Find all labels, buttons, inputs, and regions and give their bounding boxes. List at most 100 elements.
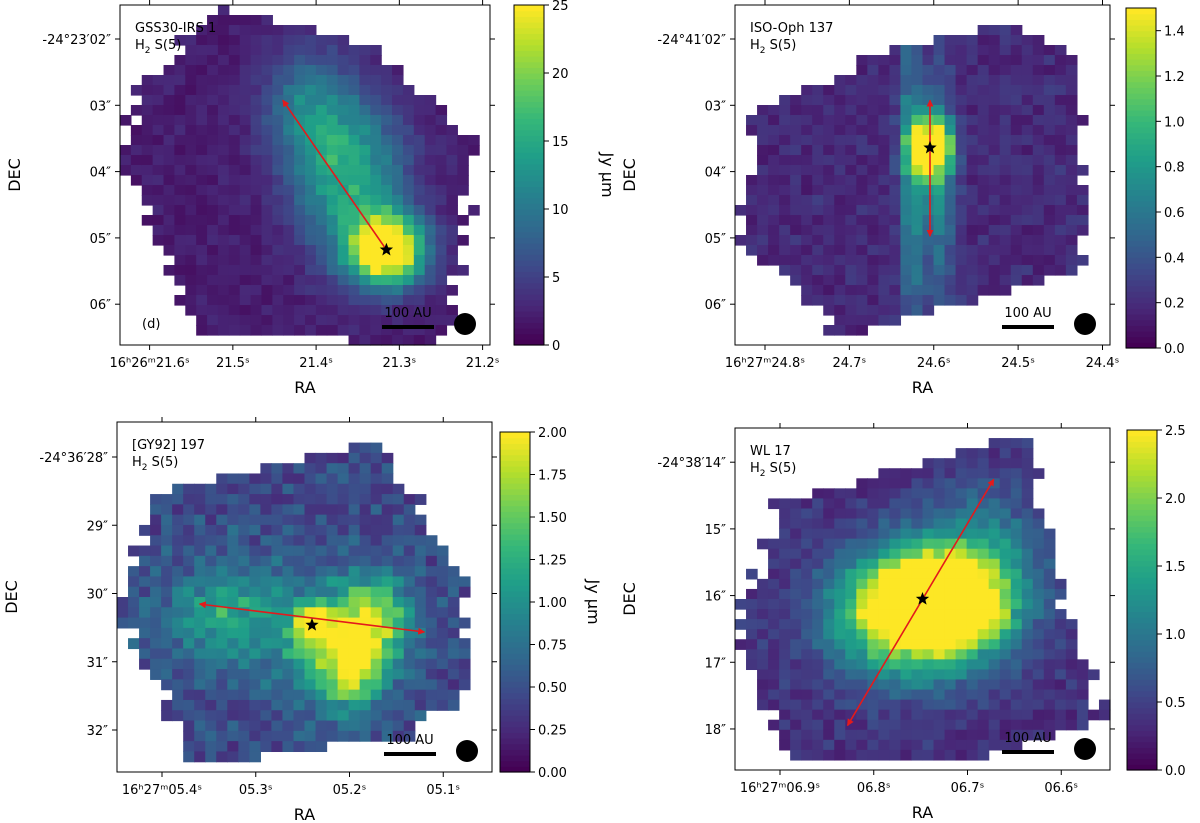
map-pixel [457, 215, 469, 226]
map-pixel [128, 545, 140, 557]
map-pixel [194, 751, 206, 763]
map-pixel [889, 508, 902, 520]
map-pixel [315, 463, 328, 475]
map-pixel [348, 255, 361, 266]
map-pixel [878, 85, 891, 96]
map-pixel [446, 155, 458, 166]
map-pixel [348, 597, 361, 608]
map-pixel [1032, 45, 1045, 56]
map-pixel [381, 720, 394, 732]
map-pixel [337, 155, 350, 166]
map-pixel [746, 215, 758, 226]
colorbar-segment [514, 27, 544, 34]
map-pixel [1043, 578, 1056, 590]
map-pixel [867, 95, 879, 106]
map-pixel [889, 275, 902, 286]
map-pixel [933, 659, 946, 671]
map-pixel [889, 115, 902, 126]
map-pixel [315, 535, 328, 547]
map-pixel [381, 730, 394, 742]
map-pixel [305, 45, 317, 56]
colorbar-segment [1127, 577, 1157, 584]
map-pixel [1021, 95, 1034, 106]
map-pixel [790, 125, 802, 136]
map-pixel [845, 275, 857, 286]
map-pixel [801, 285, 813, 296]
map-pixel [348, 658, 361, 670]
map-pixel [315, 627, 328, 639]
map-pixel [834, 285, 846, 296]
map-pixel [227, 730, 239, 742]
map-pixel [779, 235, 791, 246]
map-pixel [161, 638, 173, 650]
map-pixel [435, 225, 448, 236]
map-pixel [955, 205, 968, 216]
map-pixel [207, 245, 219, 256]
map-pixel [900, 518, 913, 530]
map-pixel [911, 518, 924, 530]
map-pixel [834, 739, 846, 751]
map-pixel [216, 555, 228, 567]
map-pixel [315, 185, 328, 196]
map-pixel [337, 265, 350, 276]
map-pixel [867, 488, 879, 500]
map-pixel [293, 617, 306, 629]
map-pixel [196, 115, 208, 126]
map-pixel [348, 669, 361, 680]
map-pixel [933, 55, 946, 66]
map-pixel [779, 498, 791, 510]
map-pixel [261, 55, 273, 66]
map-pixel [337, 225, 350, 236]
map-pixel [359, 75, 371, 86]
map-pixel [889, 105, 902, 116]
colorbar-segment [1127, 611, 1157, 618]
map-pixel [812, 295, 824, 306]
map-pixel [413, 305, 426, 316]
colorbar-segment [1126, 155, 1156, 162]
map-pixel [283, 155, 295, 166]
map-pixel [889, 709, 902, 721]
map-pixel [1032, 538, 1045, 550]
map-pixel [227, 514, 239, 526]
colorbar-segment [1126, 280, 1156, 287]
map-pixel [326, 265, 339, 276]
map-pixel [249, 627, 261, 639]
map-pixel [120, 145, 132, 156]
map-pixel [425, 545, 438, 557]
map-pixel [867, 729, 879, 741]
map-pixel [348, 607, 361, 619]
colorbar-segment [500, 443, 530, 450]
map-pixel [988, 285, 1001, 296]
map-pixel [1054, 205, 1067, 216]
colorbar-segment [1126, 25, 1156, 32]
map-pixel [779, 619, 791, 630]
map-pixel [414, 597, 427, 608]
map-pixel [933, 518, 946, 530]
map-pixel [271, 597, 284, 608]
map-pixel [823, 325, 835, 336]
colorbar-segment [1127, 741, 1157, 748]
map-pixel [1043, 558, 1056, 570]
map-pixel [911, 508, 924, 520]
map-pixel [207, 15, 219, 26]
map-pixel [845, 135, 857, 146]
map-pixel [955, 448, 968, 459]
protostar-marker [915, 592, 930, 605]
map-pixel [944, 729, 957, 741]
map-pixel [172, 669, 184, 680]
map-pixel [834, 195, 846, 206]
map-pixel [889, 95, 902, 106]
map-pixel [163, 195, 176, 206]
map-pixel [435, 285, 448, 296]
map-pixel [150, 669, 162, 680]
map-pixel [779, 215, 791, 226]
map-pixel [337, 586, 350, 598]
map-pixel [359, 494, 372, 505]
map-pixel [172, 658, 184, 670]
map-pixel [402, 95, 415, 106]
map-pixel [238, 545, 250, 557]
y-tick-label: 06″ [90, 298, 112, 313]
map-pixel [282, 607, 295, 619]
map-pixel [812, 729, 824, 741]
map-pixel [249, 741, 261, 753]
